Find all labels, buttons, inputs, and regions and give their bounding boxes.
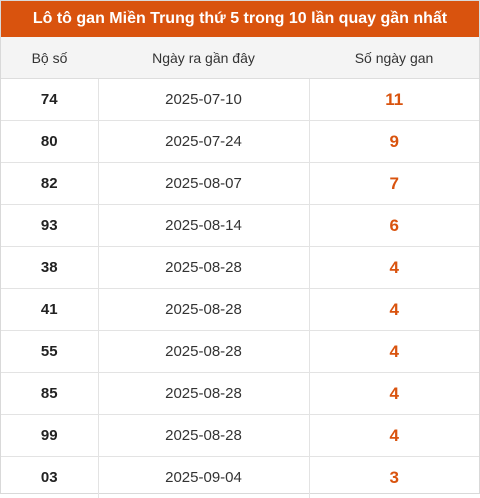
cell-days: 7 (309, 163, 479, 205)
cell-days: 4 (309, 331, 479, 373)
cell-days: 4 (309, 247, 479, 289)
table-row: 85 2025-08-28 4 (1, 373, 479, 415)
cell-number: 74 (1, 79, 98, 121)
table-row: 03 2025-09-04 3 (1, 457, 479, 498)
cell-last-date: 2025-08-28 (98, 247, 309, 289)
panel-title: Lô tô gan Miền Trung thứ 5 trong 10 lần … (1, 1, 479, 37)
cell-last-date: 2025-08-14 (98, 205, 309, 247)
cell-number: 03 (1, 457, 98, 498)
cell-days: 4 (309, 373, 479, 415)
table-body: 74 2025-07-10 11 80 2025-07-24 9 82 2025… (1, 79, 479, 498)
header-days: Số ngày gan (309, 37, 479, 79)
cell-days: 9 (309, 121, 479, 163)
cell-days: 4 (309, 289, 479, 331)
cell-last-date: 2025-08-07 (98, 163, 309, 205)
cell-number: 38 (1, 247, 98, 289)
table-row: 41 2025-08-28 4 (1, 289, 479, 331)
cell-number: 55 (1, 331, 98, 373)
table-row: 93 2025-08-14 6 (1, 205, 479, 247)
cell-days: 4 (309, 415, 479, 457)
cell-last-date: 2025-08-28 (98, 415, 309, 457)
header-row: Bộ số Ngày ra gần đây Số ngày gan (1, 37, 479, 79)
cell-last-date: 2025-08-28 (98, 289, 309, 331)
cell-number: 82 (1, 163, 98, 205)
gan-table: Bộ số Ngày ra gần đây Số ngày gan 74 202… (1, 37, 479, 498)
header-number: Bộ số (1, 37, 98, 79)
cell-number: 99 (1, 415, 98, 457)
cell-last-date: 2025-08-28 (98, 331, 309, 373)
header-last-date: Ngày ra gần đây (98, 37, 309, 79)
cell-number: 41 (1, 289, 98, 331)
cell-number: 80 (1, 121, 98, 163)
cell-number: 93 (1, 205, 98, 247)
cell-last-date: 2025-07-10 (98, 79, 309, 121)
cell-last-date: 2025-09-04 (98, 457, 309, 498)
table-row: 74 2025-07-10 11 (1, 79, 479, 121)
cell-days: 3 (309, 457, 479, 498)
cell-days: 11 (309, 79, 479, 121)
table-row: 38 2025-08-28 4 (1, 247, 479, 289)
table-header: Bộ số Ngày ra gần đây Số ngày gan (1, 37, 479, 79)
table-row: 99 2025-08-28 4 (1, 415, 479, 457)
cell-days: 6 (309, 205, 479, 247)
cell-last-date: 2025-07-24 (98, 121, 309, 163)
cell-last-date: 2025-08-28 (98, 373, 309, 415)
table-row: 82 2025-08-07 7 (1, 163, 479, 205)
table-row: 80 2025-07-24 9 (1, 121, 479, 163)
table-row: 55 2025-08-28 4 (1, 331, 479, 373)
cell-number: 85 (1, 373, 98, 415)
